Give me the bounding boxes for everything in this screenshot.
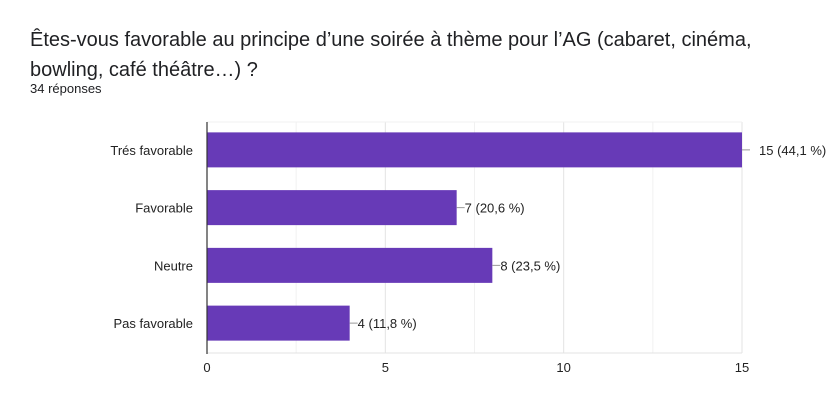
category-label: Trés favorable <box>110 143 193 158</box>
x-tick-label: 15 <box>735 360 749 375</box>
category-label: Favorable <box>135 201 193 216</box>
bar <box>207 132 742 168</box>
bar <box>207 247 493 283</box>
category-label: Pas favorable <box>114 316 194 331</box>
category-label: Neutre <box>154 258 193 273</box>
bar <box>207 190 457 226</box>
data-label: 7 (20,6 %) <box>465 201 525 216</box>
bar <box>207 305 350 341</box>
x-tick-label: 0 <box>203 360 210 375</box>
data-label: 8 (23,5 %) <box>500 258 560 273</box>
x-tick-label: 10 <box>556 360 570 375</box>
data-label: 15 (44,1 %) <box>759 143 826 158</box>
data-label: 4 (11,8 %) <box>358 316 417 331</box>
x-tick-label: 5 <box>382 360 389 375</box>
response-count: 34 réponses <box>30 81 102 96</box>
question-title: Êtes-vous favorable au principe d’une so… <box>30 29 752 81</box>
